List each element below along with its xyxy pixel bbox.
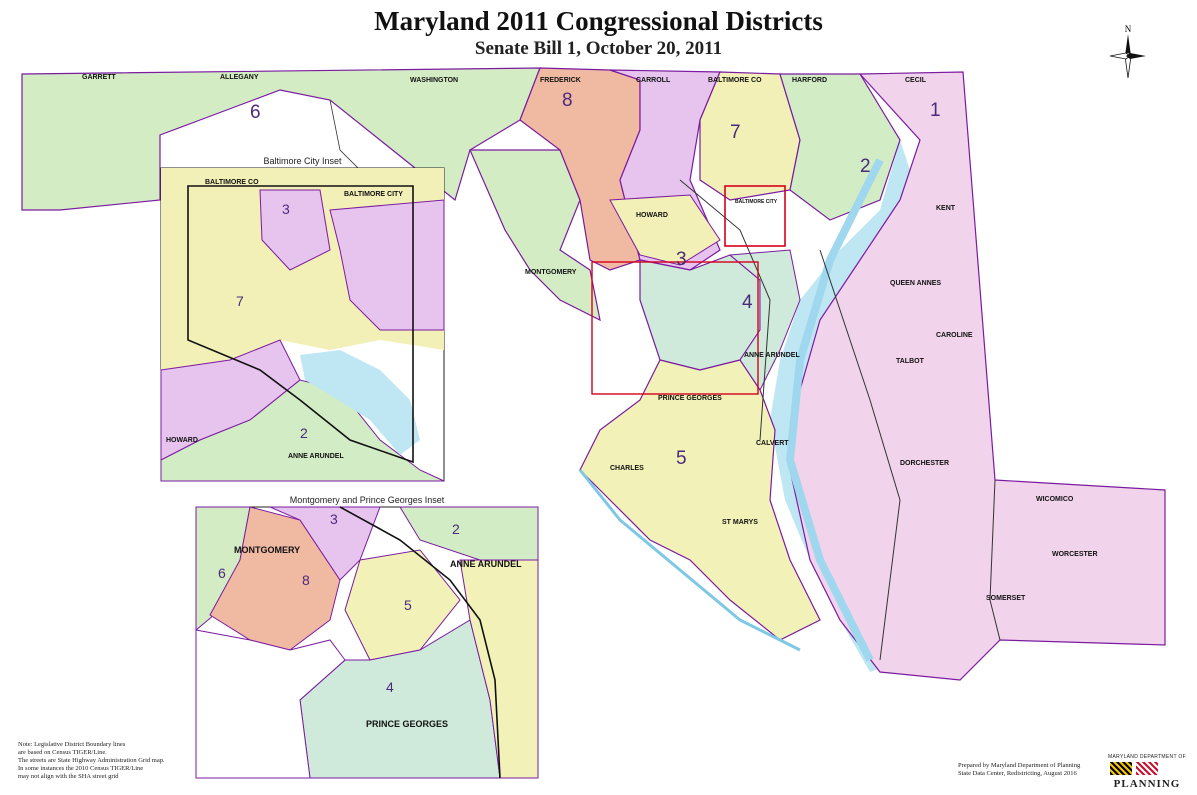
county-label-caroline: CAROLINE — [936, 332, 973, 339]
baltimore-inset-city-line — [187, 185, 414, 464]
montgomery-inset: MONTGOMERY ANNE ARUNDEL PRINCE GEORGES 3… — [195, 506, 539, 779]
district-1-region — [789, 71, 1166, 681]
district-number-8: 8 — [562, 90, 573, 111]
montgomery-inset-title: Montgomery and Prince Georges Inset — [289, 495, 445, 505]
county-label-harford: HARFORD — [792, 77, 827, 84]
county-label-baltimore-city: BALTIMORE CITY — [735, 199, 778, 205]
prepared-by-line: Prepared by Maryland Department of Plann… — [958, 762, 1081, 769]
county-label-carroll: CARROLL — [636, 77, 671, 84]
county-label-charles: CHARLES — [610, 465, 644, 472]
baltimore-inset-district-7: 7 — [236, 293, 244, 309]
district-number-6: 6 — [250, 102, 261, 123]
mont-inset-district-5: 5 — [404, 597, 412, 613]
mont-inset-district-6: 6 — [218, 565, 226, 581]
county-label-cecil: CECIL — [905, 77, 927, 84]
county-line-2 — [679, 179, 771, 441]
district-7-howard — [609, 194, 721, 266]
baltimore-inset-frame — [724, 185, 786, 247]
prepared-by: Prepared by Maryland Department of Plann… — [958, 762, 1108, 778]
note-line: are based on Census TIGER/Line. — [18, 749, 107, 756]
mont-inset-district-4: 4 — [386, 679, 394, 695]
county-label-worcester: WORCESTER — [1052, 551, 1098, 558]
county-label-howard: HOWARD — [636, 212, 668, 219]
baltimore-inset-label-baltimore-co: BALTIMORE CO — [205, 179, 259, 186]
planning-logo: MARYLAND DEPARTMENT OF PLANNING — [1108, 754, 1186, 790]
baltimore-inset-district-3: 3 — [282, 201, 290, 217]
baltimore-inset-title: Baltimore City Inset — [263, 156, 342, 166]
mont-inset-county-line — [339, 506, 501, 779]
mont-inset-district-8: 8 — [302, 572, 310, 588]
note-line: The streets are State Highway Administra… — [18, 757, 165, 764]
district-number-3: 3 — [676, 249, 687, 270]
note-line: Note: Legislative District Boundary line… — [18, 741, 126, 748]
compass-north-label: N — [1124, 24, 1132, 34]
district-6-region — [21, 67, 541, 211]
logo-top-text: MARYLAND DEPARTMENT OF — [1108, 754, 1186, 760]
county-label-anne-arundel: ANNE ARUNDEL — [744, 352, 800, 359]
baltimore-inset: BALTIMORE CO BALTIMORE CITY HOWARD ANNE … — [160, 167, 445, 482]
boundary-note: Note: Legislative District Boundary line… — [18, 741, 218, 781]
county-label-allegany: ALLEGANY — [220, 74, 259, 81]
maryland-flag-icon — [1110, 762, 1132, 775]
logo-wordmark: PLANNING — [1113, 778, 1181, 790]
map-title: Maryland 2011 Congressional Districts — [374, 6, 823, 36]
baltimore-inset-label-anne-arundel: ANNE ARUNDEL — [288, 453, 344, 460]
mont-inset-label-montgomery: MONTGOMERY — [234, 545, 300, 555]
prepared-by-line: State Data Center, Redistricting, August… — [958, 770, 1077, 777]
potomac-river — [578, 469, 801, 652]
mont-inset-district-3: 3 — [330, 511, 338, 527]
maryland-flag-cross-icon — [1136, 762, 1158, 775]
mont-inset-label-anne-arundel: ANNE ARUNDEL — [450, 559, 522, 569]
compass-rose: N — [1106, 24, 1150, 80]
county-label-prince-georges: PRINCE GEORGES — [658, 395, 722, 402]
district-number-5: 5 — [676, 448, 687, 469]
county-label-st-marys: ST MARYS — [722, 519, 758, 526]
map-subtitle: Senate Bill 1, October 20, 2011 — [474, 38, 723, 59]
chesapeake-channel — [785, 158, 884, 662]
baltimore-inset-harbor — [300, 350, 420, 455]
note-line: may not align with the SHA street grid — [18, 773, 119, 780]
note-line: In some instances the 2010 Census TIGER/… — [18, 765, 144, 772]
district-number-1: 1 — [930, 100, 941, 121]
mont-inset-label-prince-georges: PRINCE GEORGES — [366, 719, 448, 729]
baltimore-inset-d3 — [259, 189, 331, 271]
county-label-dorchester: DORCHESTER — [900, 460, 949, 467]
county-label-wicomico: WICOMICO — [1036, 496, 1074, 503]
county-label-montgomery: MONTGOMERY — [525, 269, 577, 276]
baltimore-inset-d3-east — [329, 199, 445, 331]
district-number-4: 4 — [742, 292, 753, 313]
county-label-garrett: GARRETT — [82, 74, 117, 81]
county-label-kent: KENT — [936, 205, 956, 212]
county-label-somerset: SOMERSET — [986, 595, 1026, 602]
county-label-talbot: TALBOT — [896, 358, 925, 365]
district-number-7: 7 — [730, 122, 741, 143]
county-label-baltimore-co: BALTIMORE CO — [708, 77, 762, 84]
mont-inset-d3 — [269, 506, 381, 581]
county-label-frederick: FREDERICK — [540, 77, 581, 84]
montgomery-inset-frame — [591, 261, 759, 395]
compass-rose-icon — [1109, 34, 1146, 79]
county-line-3 — [989, 479, 1001, 641]
baltimore-inset-district-2: 2 — [300, 425, 308, 441]
mont-inset-district-2: 2 — [452, 521, 460, 537]
county-label-washington: WASHINGTON — [410, 77, 458, 84]
county-label-queen-annes: QUEEN ANNES — [890, 280, 941, 287]
mont-inset-cutout — [195, 629, 346, 779]
baltimore-inset-label-baltimore-city: BALTIMORE CITY — [344, 191, 403, 198]
baltimore-inset-label-howard: HOWARD — [166, 437, 198, 444]
county-line-1 — [819, 249, 901, 661]
county-label-calvert: CALVERT — [756, 440, 789, 447]
district-number-2: 2 — [860, 156, 871, 177]
